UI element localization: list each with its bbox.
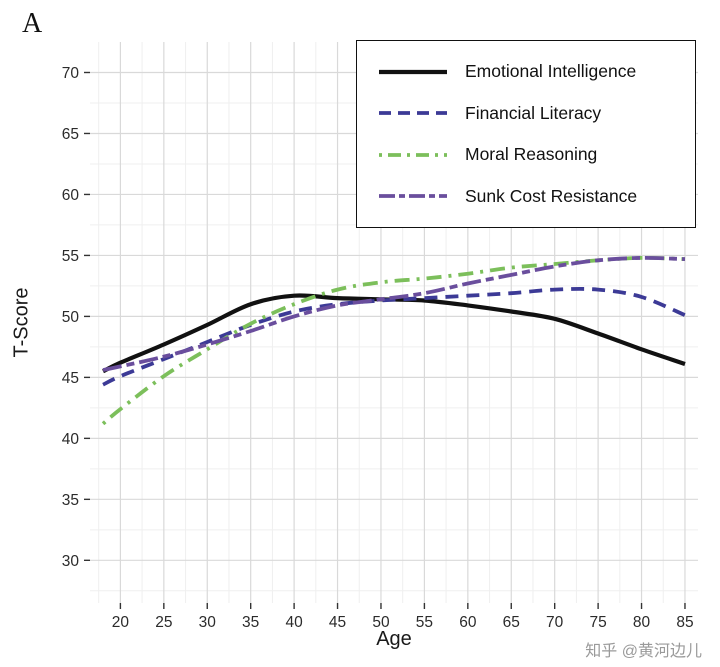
svg-text:45: 45 bbox=[62, 370, 79, 387]
series-line-sunk-cost-resistance bbox=[102, 255, 686, 372]
legend-label: Sunk Cost Resistance bbox=[465, 185, 638, 206]
svg-text:45: 45 bbox=[329, 614, 346, 631]
svg-text:85: 85 bbox=[676, 614, 693, 631]
legend-line-sample bbox=[379, 111, 447, 116]
svg-text:70: 70 bbox=[62, 65, 80, 82]
svg-text:20: 20 bbox=[112, 614, 130, 631]
legend-item-emotional-intelligence: Emotional Intelligence bbox=[377, 58, 695, 86]
legend-label: Emotional Intelligence bbox=[465, 61, 637, 82]
legend-line-sample bbox=[379, 152, 447, 157]
svg-text:50: 50 bbox=[372, 614, 390, 631]
svg-text:40: 40 bbox=[62, 431, 80, 448]
legend-item-moral-reasoning: Moral Reasoning bbox=[377, 141, 695, 169]
svg-text:60: 60 bbox=[459, 614, 477, 631]
legend-line-sample bbox=[379, 194, 447, 199]
svg-text:40: 40 bbox=[285, 614, 303, 631]
watermark: 知乎 @黄河边儿 bbox=[585, 643, 702, 660]
legend: Emotional Intelligence Financial Literac… bbox=[356, 40, 696, 228]
svg-text:75: 75 bbox=[589, 614, 606, 631]
svg-text:25: 25 bbox=[155, 614, 172, 631]
svg-text:80: 80 bbox=[633, 614, 651, 631]
svg-text:30: 30 bbox=[62, 553, 80, 570]
svg-text:65: 65 bbox=[503, 614, 520, 631]
svg-text:35: 35 bbox=[242, 614, 259, 631]
svg-text:65: 65 bbox=[62, 126, 79, 143]
legend-item-sunk-cost-resistance: Sunk Cost Resistance bbox=[377, 182, 695, 210]
svg-text:50: 50 bbox=[62, 309, 80, 326]
legend-label: Financial Literacy bbox=[465, 102, 602, 123]
svg-text:55: 55 bbox=[416, 614, 433, 631]
svg-text:60: 60 bbox=[62, 187, 80, 204]
legend-line-sample bbox=[379, 69, 447, 74]
svg-text:35: 35 bbox=[62, 492, 79, 509]
x-axis-title: Age bbox=[376, 628, 412, 650]
legend-label: Moral Reasoning bbox=[465, 144, 598, 165]
legend-item-financial-literacy: Financial Literacy bbox=[377, 99, 695, 127]
svg-text:55: 55 bbox=[62, 248, 79, 265]
svg-text:70: 70 bbox=[546, 614, 564, 631]
svg-text:30: 30 bbox=[199, 614, 217, 631]
panel-label: A bbox=[22, 8, 43, 39]
y-axis-title: T-Score bbox=[10, 287, 33, 358]
